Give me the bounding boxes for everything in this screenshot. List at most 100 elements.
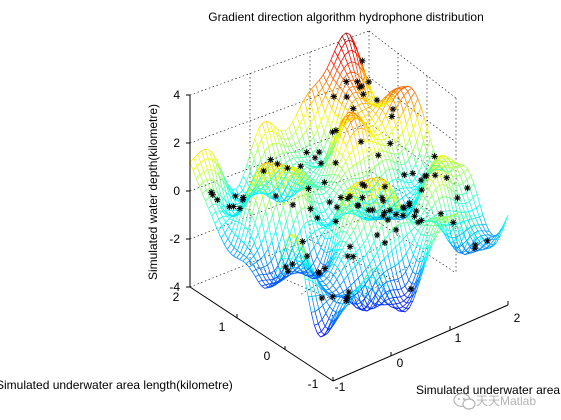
mesh-line (326, 277, 331, 282)
hydrophone-marker (365, 206, 372, 214)
mesh-line (345, 39, 350, 43)
mesh-line (225, 221, 230, 228)
mesh-line (400, 87, 405, 91)
mesh-line (271, 240, 276, 255)
mesh-line (312, 167, 318, 173)
mesh-line (291, 136, 296, 145)
mesh-line (275, 218, 280, 231)
mesh-line (344, 51, 349, 56)
mesh-line (493, 233, 499, 240)
mesh-line (321, 203, 326, 212)
mesh-line (317, 319, 323, 324)
mesh-line (436, 225, 441, 233)
mesh-line (263, 264, 268, 268)
mesh-line (326, 297, 331, 302)
mesh-line (215, 210, 220, 213)
mesh-line (301, 186, 307, 194)
mesh-line (397, 153, 402, 166)
mesh-line (336, 69, 341, 76)
mesh-line (314, 323, 319, 326)
mesh-line (327, 327, 332, 334)
mesh-line (327, 237, 332, 240)
mesh-line (321, 234, 326, 239)
mesh-line (353, 85, 358, 88)
mesh-line (326, 68, 331, 74)
mesh-line (377, 175, 382, 182)
mesh-line (421, 256, 427, 269)
mesh-line (215, 211, 220, 220)
mesh-line (205, 189, 210, 198)
mesh-line (201, 148, 206, 152)
mesh-line (306, 110, 311, 124)
mesh-line (240, 226, 246, 241)
mesh-line (482, 247, 487, 251)
mesh-line (330, 187, 334, 191)
mesh-line (464, 211, 469, 213)
z-axis-label: Simulated water depth(kilometre) (146, 104, 160, 280)
mesh-line (410, 97, 415, 108)
mesh-line (353, 292, 358, 297)
mesh-line (247, 215, 253, 231)
mesh-line (361, 108, 366, 112)
mesh-line (250, 138, 256, 152)
mesh-line (370, 219, 375, 221)
watermark: 天天Matlab (453, 392, 536, 410)
mesh-line (268, 225, 273, 241)
mesh-line (485, 224, 490, 232)
mesh-line (382, 206, 387, 209)
mesh-line (320, 212, 325, 221)
mesh-line (320, 186, 325, 188)
mesh-line (411, 200, 416, 210)
mesh-line (444, 166, 450, 173)
mesh-line (361, 200, 366, 204)
mesh-line (399, 179, 404, 182)
mesh-line (256, 178, 261, 186)
x-tick-label: 1 (455, 331, 462, 345)
mesh-line (258, 274, 263, 281)
mesh-line (445, 210, 450, 226)
mesh-line (225, 191, 231, 197)
mesh-line (266, 192, 271, 195)
hydrophone-marker (332, 159, 339, 166)
mesh-line (433, 218, 439, 226)
mesh-line (306, 104, 312, 112)
mesh-line (352, 149, 357, 164)
mesh-line (317, 234, 323, 242)
mesh-line (430, 233, 434, 236)
mesh-line (366, 308, 371, 312)
mesh-line (381, 160, 386, 172)
mesh-line (422, 151, 427, 163)
mesh-line (358, 116, 364, 123)
mesh-line (462, 179, 468, 184)
mesh-line (272, 131, 277, 144)
mesh-line (289, 157, 294, 160)
mesh-line (223, 244, 228, 250)
mesh-line (199, 174, 204, 183)
mesh-line (317, 102, 323, 111)
mesh-line (241, 208, 246, 224)
mesh-line (207, 158, 212, 170)
mesh-line (337, 104, 343, 118)
mesh-line (395, 178, 400, 189)
mesh-line (376, 262, 381, 269)
mesh-line (441, 223, 446, 226)
mesh-line (427, 171, 433, 176)
mesh-line (289, 190, 294, 197)
mesh-line (325, 195, 331, 201)
mesh-line (243, 243, 248, 248)
mesh-line (350, 122, 355, 133)
mesh-line (481, 236, 486, 244)
hydrophone-marker (369, 206, 376, 214)
mesh-line (383, 295, 388, 302)
mesh-line (343, 110, 349, 121)
mesh-line (364, 278, 370, 285)
mesh-line (262, 197, 267, 211)
mesh-line (469, 188, 474, 199)
mesh-line (336, 62, 342, 71)
mesh-line (277, 128, 282, 132)
mesh-line (294, 168, 300, 172)
mesh-line (329, 281, 334, 286)
mesh-line (471, 217, 476, 220)
mesh-line (317, 211, 322, 214)
mesh-line (422, 235, 428, 249)
